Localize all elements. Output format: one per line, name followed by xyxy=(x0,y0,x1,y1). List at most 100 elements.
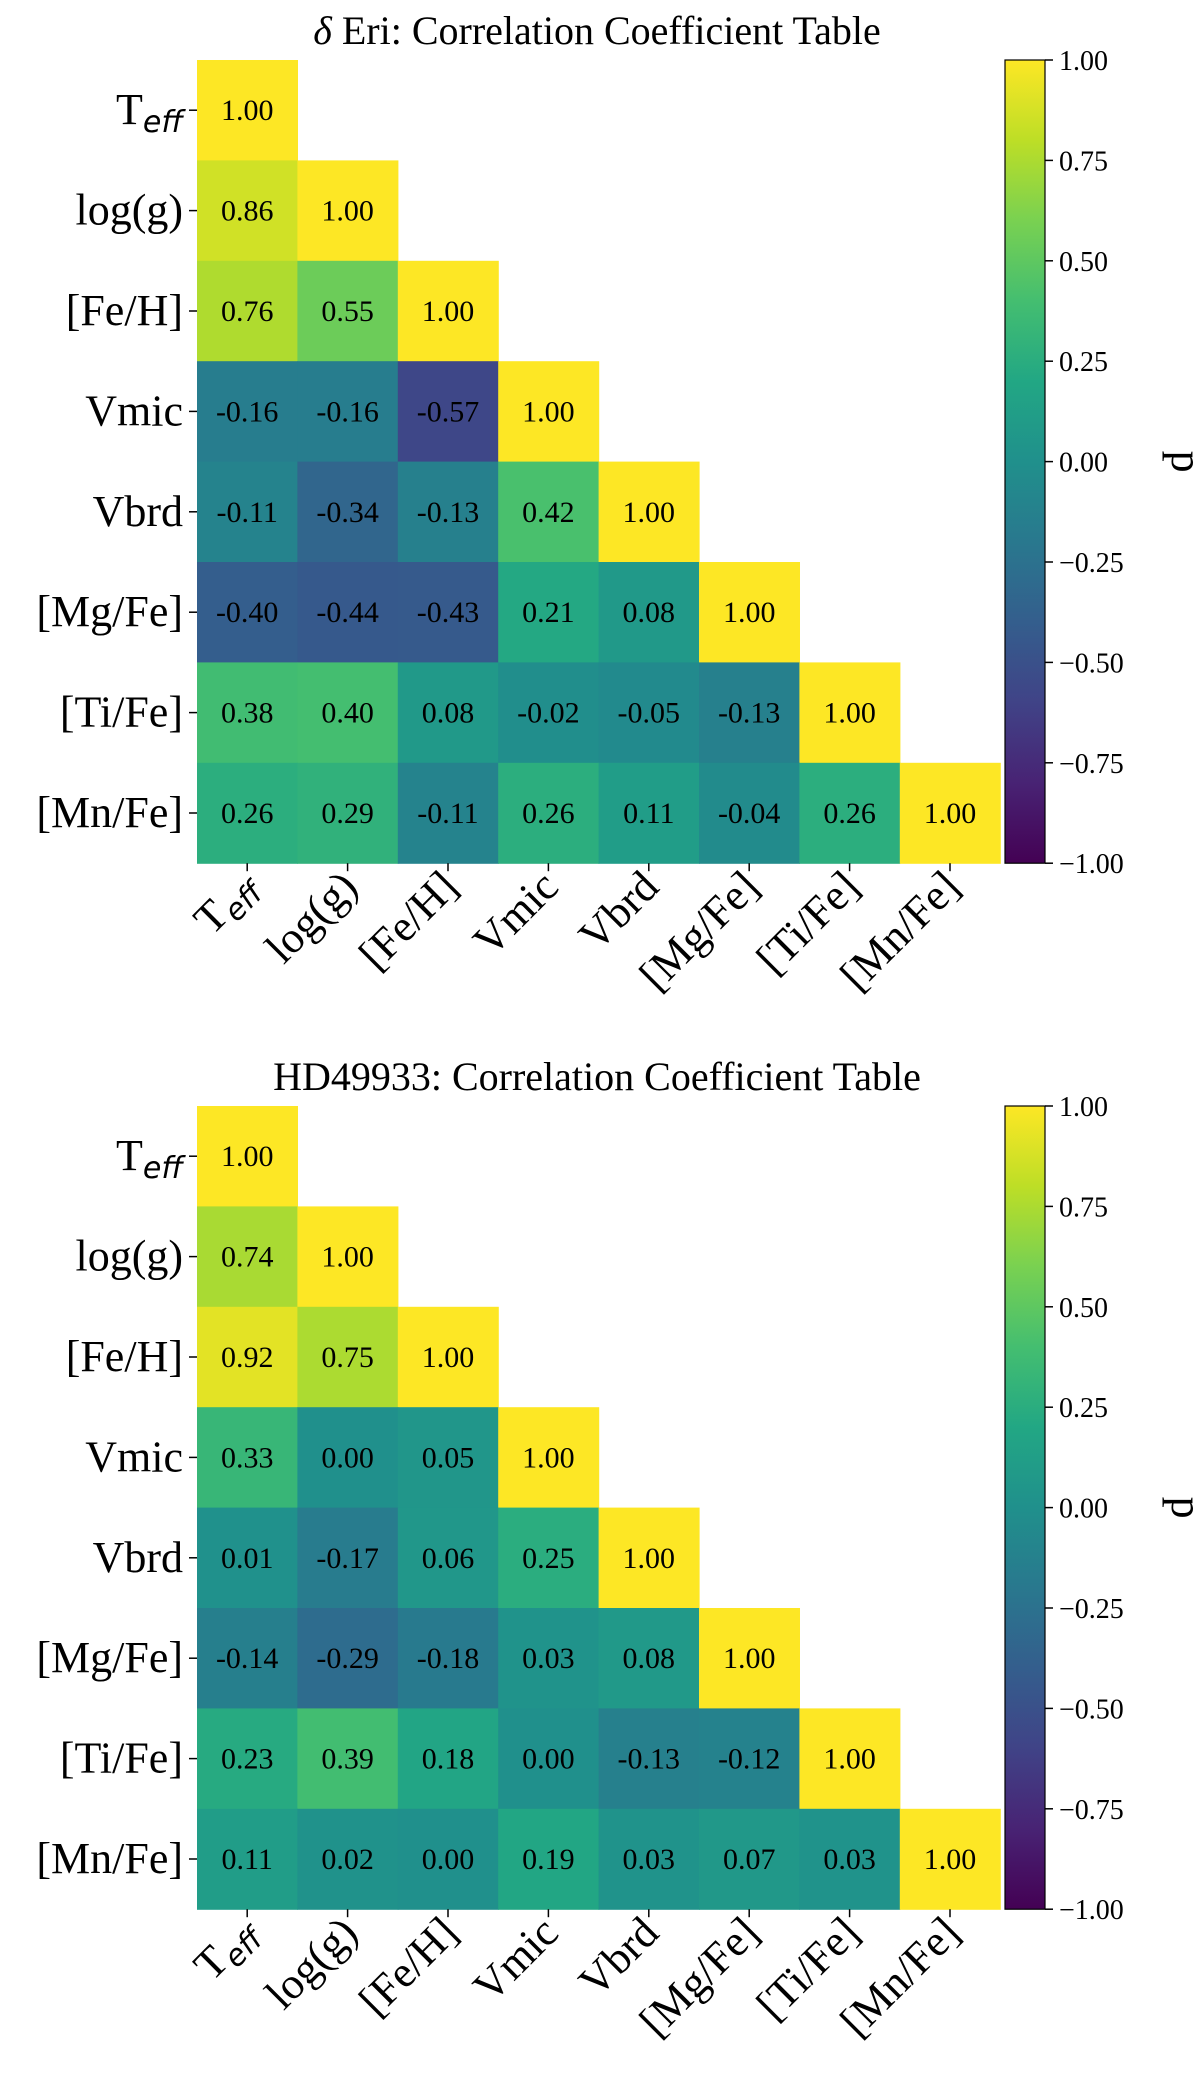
colorbar-tick-label: −0.50 xyxy=(1059,648,1124,679)
heatmap-cell xyxy=(899,1808,1001,1910)
colorbar-tick-label: 0.00 xyxy=(1059,1494,1108,1525)
cell-value-label: 1.00 xyxy=(823,697,876,730)
cell-value-label: 0.55 xyxy=(321,295,374,328)
heatmap-cell xyxy=(297,1708,399,1810)
y-tick-label-log-g: log(g) xyxy=(75,186,183,235)
x-tick-label-vmic: Vmic xyxy=(464,862,568,966)
colorbar-tick-label: 0.75 xyxy=(1059,146,1108,177)
colorbar-tick-label: 0.50 xyxy=(1059,247,1108,278)
colorbar-tick-label: −1.00 xyxy=(1059,1895,1124,1926)
cell-value-label: -0.13 xyxy=(718,697,781,730)
cell-value-label: 1.00 xyxy=(321,195,374,228)
colorbar-tick-label: −0.75 xyxy=(1059,749,1124,780)
cell-value-label: 0.18 xyxy=(422,1743,475,1776)
colorbar xyxy=(1004,1105,1046,1910)
cell-value-label: 1.00 xyxy=(723,596,776,629)
cell-value-label: 1.00 xyxy=(723,1642,776,1675)
colorbar-tick-label: 1.00 xyxy=(1059,46,1108,77)
cell-value-label: 0.03 xyxy=(522,1642,575,1675)
cell-value-label: -0.02 xyxy=(517,697,580,730)
heatmap-cell xyxy=(197,1407,298,1509)
cell-value-label: 1.00 xyxy=(522,395,575,428)
y-tick-label-ti-fe: [Ti/Fe] xyxy=(60,1734,183,1783)
cell-value-label: 0.03 xyxy=(623,1843,676,1876)
cell-value-label: 1.00 xyxy=(221,94,274,127)
heatmap-cell xyxy=(297,461,399,563)
colorbar-tick-label: −0.25 xyxy=(1059,1594,1124,1625)
heatmap-cell xyxy=(297,1507,399,1609)
y-tick-label-log-g: log(g) xyxy=(75,1232,183,1281)
colorbar-label: p xyxy=(1162,451,1200,473)
cell-value-label: 0.02 xyxy=(321,1843,374,1876)
cell-value-label: -0.17 xyxy=(316,1542,379,1575)
heatmap-cell xyxy=(297,1306,399,1408)
heatmap-cell xyxy=(498,361,600,463)
cell-value-label: -0.40 xyxy=(216,596,279,629)
heatmap-cell xyxy=(397,461,499,563)
cell-value-label: 1.00 xyxy=(221,1140,274,1173)
heatmap-cell xyxy=(397,1306,499,1408)
heatmap-cell xyxy=(799,762,901,864)
cell-value-label: 0.39 xyxy=(321,1743,374,1776)
heatmap-cell xyxy=(498,1407,600,1509)
cell-value-label: -0.16 xyxy=(216,395,279,428)
cell-value-label: -0.12 xyxy=(718,1743,781,1776)
cell-value-label: 1.00 xyxy=(422,1341,475,1374)
y-tick-label-teff: Teff xyxy=(116,1131,186,1186)
cell-value-label: -0.05 xyxy=(618,697,681,730)
cell-value-label: 0.92 xyxy=(221,1341,274,1374)
x-tick-label-fe-h: [Fe/H] xyxy=(349,1908,467,2026)
heatmap-cell xyxy=(297,1808,399,1910)
heatmap-cell xyxy=(598,762,700,864)
heatmap-cell xyxy=(699,1608,800,1709)
cell-value-label: -0.57 xyxy=(417,395,480,428)
heatmap-cell xyxy=(598,1808,700,1910)
y-tick-label-teff: Teff xyxy=(116,85,186,140)
colorbar-tick-label: −0.25 xyxy=(1059,548,1124,579)
heatmap-cell xyxy=(598,662,700,764)
cell-value-label: -0.04 xyxy=(718,797,781,830)
heatmap-cell xyxy=(498,1808,600,1910)
heatmap-cell xyxy=(397,260,499,362)
y-tick-label-vbrd: Vbrd xyxy=(93,487,183,536)
cell-value-label: 0.07 xyxy=(723,1843,776,1876)
cell-value-label: 0.76 xyxy=(221,295,274,328)
heatmap-cell xyxy=(197,1708,298,1810)
heatmap-cell xyxy=(498,1708,600,1810)
heatmap-cell xyxy=(197,160,298,262)
heatmap-panel-2: HD49933: Correlation Coefficient Table 1.… xyxy=(36,1054,1200,2046)
x-tick-label-vmic: Vmic xyxy=(464,1908,568,2012)
heatmap-cell xyxy=(397,562,499,663)
cell-value-label: -0.13 xyxy=(618,1743,681,1776)
cell-value-label: 0.00 xyxy=(321,1441,374,1474)
heatmap-cell xyxy=(799,1708,901,1810)
heatmap-cell xyxy=(297,1206,399,1308)
heatmap-cell xyxy=(598,1507,700,1609)
heatmap-cell xyxy=(297,260,399,362)
cell-value-label: 0.00 xyxy=(422,1843,475,1876)
heatmap-cell xyxy=(498,1608,600,1709)
cell-value-label: 0.74 xyxy=(221,1241,274,1274)
heatmap-cell xyxy=(197,1507,298,1609)
cell-value-label: -0.11 xyxy=(217,496,278,529)
cell-value-label: 0.26 xyxy=(221,797,274,830)
heatmap-cell xyxy=(498,461,600,563)
heatmap-cell xyxy=(699,662,800,764)
heatmap-cell xyxy=(197,1106,298,1207)
cell-value-label: 0.86 xyxy=(221,195,274,228)
heatmap-cell xyxy=(498,1507,600,1609)
cell-value-label: 0.11 xyxy=(222,1843,273,1876)
heatmap-cell xyxy=(498,762,600,864)
heatmap-cell xyxy=(197,461,298,563)
y-tick-label-fe-h: [Fe/H] xyxy=(66,1332,183,1381)
colorbar-tick-label: 1.00 xyxy=(1059,1092,1108,1123)
cell-value-label: 0.26 xyxy=(823,797,876,830)
colorbar-tick-label: −0.75 xyxy=(1059,1795,1124,1826)
y-tick-label-mn-fe: [Mn/Fe] xyxy=(36,1834,183,1883)
y-tick-label-vmic: Vmic xyxy=(85,1432,183,1481)
heatmap-cell xyxy=(197,1306,298,1408)
heatmap-cell xyxy=(397,762,499,864)
cell-value-label: -0.43 xyxy=(417,596,480,629)
heatmap-cell xyxy=(699,1708,800,1810)
